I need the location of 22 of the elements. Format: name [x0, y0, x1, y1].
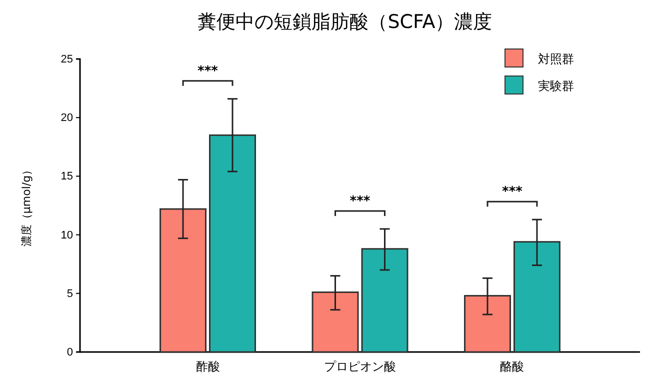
legend-label: 対照群: [538, 52, 574, 66]
y-tick-label: 20: [60, 112, 73, 124]
bar: [312, 291, 359, 353]
x-tick-label: プロピオン酸: [324, 360, 396, 374]
annotation: ***: [198, 64, 218, 79]
y-tick-label: 0: [66, 346, 73, 359]
y-tick-label: 15: [60, 170, 73, 183]
chart-title: 糞便中の短鎖脂肪酸（SCFA）濃度: [198, 11, 492, 33]
y-axis-title: 濃度（μmol/g）: [20, 164, 33, 247]
bar: [464, 294, 511, 353]
bar: [209, 134, 256, 353]
bar: [361, 248, 408, 353]
x-tick-label: 酪酸: [500, 360, 524, 374]
x-tick-label: 酢酸: [196, 360, 220, 374]
y-tick-label: 5: [66, 288, 73, 300]
annotation: ***: [350, 194, 370, 209]
y-tick-label: 25: [60, 54, 73, 66]
bar: [513, 241, 560, 353]
bar: [160, 208, 207, 353]
y-tick-label: 10: [60, 229, 73, 242]
annotation: ***: [502, 184, 523, 200]
legend-label: 実験群: [538, 79, 574, 93]
